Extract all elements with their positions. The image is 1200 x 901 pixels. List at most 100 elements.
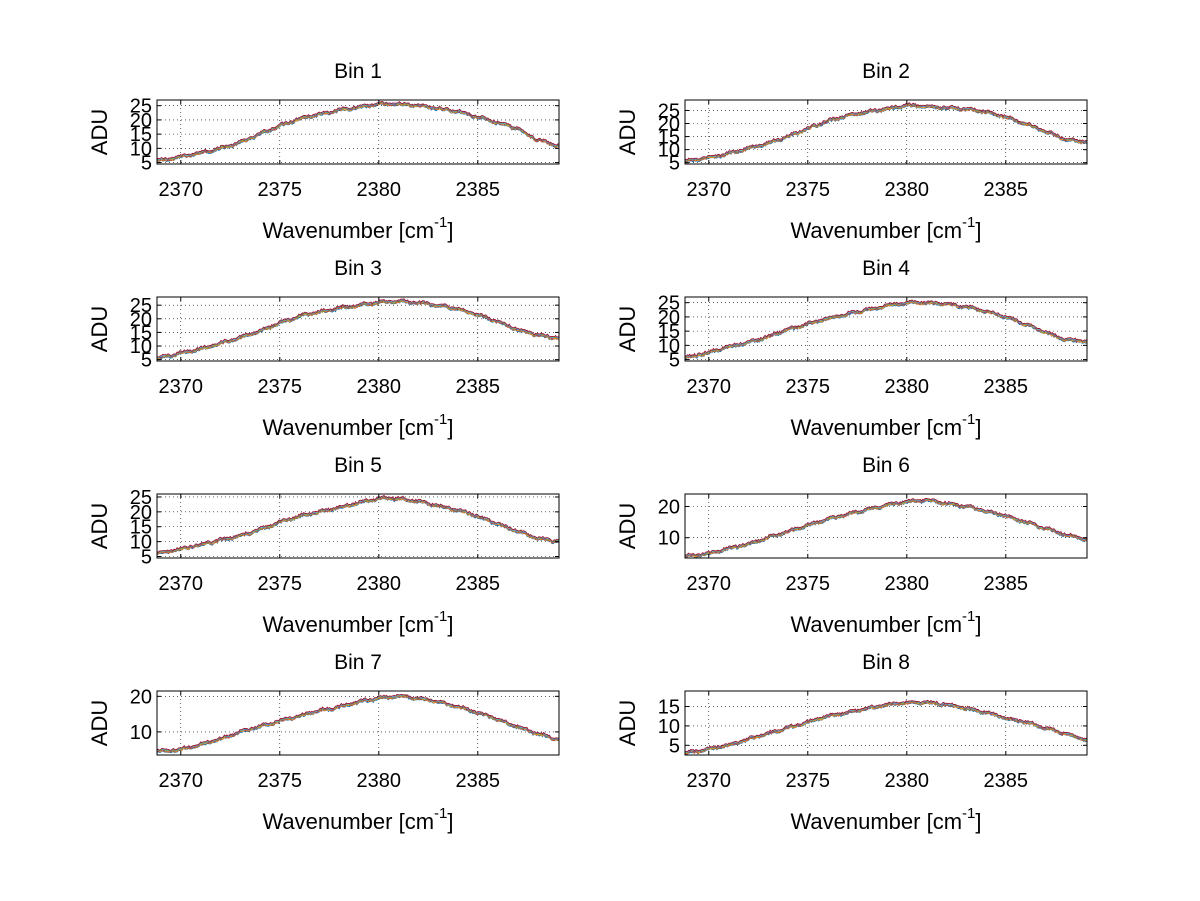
y-tick-label: 5 (141, 153, 152, 175)
spectra (157, 100, 559, 163)
x-axis-label-superscript: -1 (962, 608, 975, 625)
x-axis-label-main: Wavenumber [cm (262, 612, 434, 637)
series-line (685, 699, 1087, 753)
y-tick-label: 20 (130, 309, 152, 331)
y-tick-label: 5 (141, 547, 152, 569)
axes-box (156, 493, 560, 559)
plot-area (685, 691, 1087, 755)
series-line (157, 100, 559, 161)
y-tick-label: 25 (130, 487, 152, 509)
x-tick-label: 2385 (984, 770, 1029, 792)
x-tick-label: 2370 (687, 376, 732, 398)
x-axis-label-main: Wavenumber [cm (262, 218, 434, 243)
x-axis-label-superscript: -1 (962, 805, 975, 822)
spectra (685, 102, 1087, 164)
subplot-title: Bin 2 (862, 60, 910, 83)
x-axis-label-end: ] (447, 612, 453, 637)
axes-box (156, 99, 560, 165)
x-tick-label: 2385 (984, 179, 1029, 201)
y-tick-label: 5 (669, 735, 680, 757)
subplot-bin-7: 2370 2375 2380 2385 10 20 Bin 7 ADU Wavenumber [… (87, 651, 560, 834)
series-line (157, 298, 559, 358)
y-tick-label: 15 (658, 697, 680, 719)
y-tick-label: 15 (130, 124, 152, 146)
axes-box (684, 296, 1088, 362)
x-tick-label: 2370 (687, 179, 732, 201)
x-axis-label: Wavenumber [cm-1] (262, 411, 453, 440)
x-tick-label: 2375 (786, 573, 831, 595)
x-tick-label: 2370 (687, 770, 732, 792)
series-line (157, 693, 559, 751)
y-tick-label: 25 (130, 96, 152, 118)
x-tick-label: 2385 (984, 376, 1029, 398)
spectra (157, 298, 559, 361)
spectra (157, 494, 559, 556)
x-axis-label-superscript: -1 (962, 411, 975, 428)
y-axis-label: ADU (87, 109, 112, 155)
x-tick-label: 2380 (885, 573, 930, 595)
x-axis-label-main: Wavenumber [cm (790, 612, 962, 637)
x-axis-label-superscript: -1 (962, 214, 975, 231)
y-tick-label: 20 (658, 114, 680, 136)
subplot-title: Bin 4 (862, 257, 910, 280)
y-tick-label: 5 (141, 350, 152, 372)
subplot-title: Bin 7 (334, 651, 382, 674)
y-tick-label: 10 (658, 528, 680, 550)
x-tick-label: 2375 (258, 179, 303, 201)
x-axis-label-end: ] (975, 809, 981, 834)
series-line (685, 497, 1087, 556)
spectra (157, 693, 559, 754)
x-axis-label-end: ] (975, 218, 981, 243)
subplot-title: Bin 6 (862, 454, 910, 477)
plot-area (685, 297, 1087, 361)
x-axis-label-end: ] (447, 809, 453, 834)
y-tick-label: 5 (669, 350, 680, 372)
plot-area (157, 297, 559, 361)
y-tick-label: 15 (130, 322, 152, 344)
y-tick-label: 25 (658, 293, 680, 315)
x-axis-label-end: ] (447, 415, 453, 440)
x-axis-label-main: Wavenumber [cm (262, 415, 434, 440)
y-tick-label: 15 (658, 321, 680, 343)
y-tick-label: 15 (130, 517, 152, 539)
x-tick-label: 2380 (357, 179, 402, 201)
spectra (685, 299, 1087, 360)
plot-area (157, 100, 559, 164)
x-axis-label-superscript: -1 (434, 805, 447, 822)
axes-box (684, 690, 1088, 756)
y-tick-label: 10 (658, 140, 680, 162)
x-tick-label: 2385 (984, 573, 1029, 595)
x-axis-label: Wavenumber [cm-1] (790, 805, 981, 834)
y-tick-label: 10 (658, 716, 680, 738)
x-axis-label: Wavenumber [cm-1] (262, 214, 453, 243)
y-tick-label: 20 (130, 110, 152, 132)
x-tick-label: 2375 (258, 573, 303, 595)
y-axis-label: ADU (615, 700, 640, 746)
x-axis-label-main: Wavenumber [cm (790, 218, 962, 243)
axes-box (684, 493, 1088, 559)
x-axis-label: Wavenumber [cm-1] (262, 608, 453, 637)
series-line (685, 102, 1087, 161)
x-axis-label-end: ] (975, 415, 981, 440)
y-axis-label: ADU (615, 109, 640, 155)
x-tick-label: 2375 (786, 770, 831, 792)
y-tick-label: 25 (130, 295, 152, 317)
x-tick-label: 2375 (786, 376, 831, 398)
x-tick-label: 2380 (357, 770, 402, 792)
y-tick-label: 15 (658, 127, 680, 149)
x-axis-label: Wavenumber [cm-1] (790, 411, 981, 440)
x-tick-label: 2380 (357, 573, 402, 595)
x-tick-label: 2370 (159, 179, 204, 201)
y-axis-label: ADU (615, 306, 640, 352)
x-tick-label: 2385 (456, 573, 501, 595)
x-axis-label-superscript: -1 (434, 214, 447, 231)
y-tick-label: 10 (130, 336, 152, 358)
x-axis-label-end: ] (447, 218, 453, 243)
y-tick-label: 5 (669, 153, 680, 175)
axes-box (156, 690, 560, 756)
x-tick-label: 2370 (687, 573, 732, 595)
